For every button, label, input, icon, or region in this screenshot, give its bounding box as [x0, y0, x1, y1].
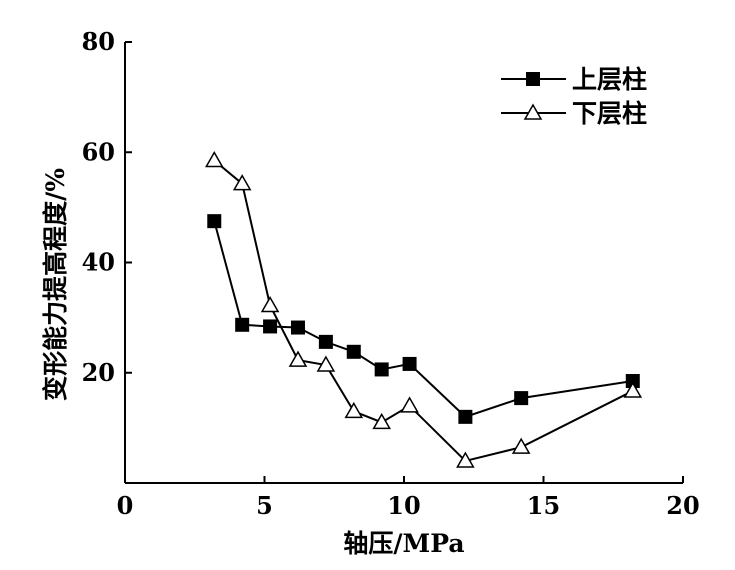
legend-label: 上层柱 — [572, 65, 647, 94]
y-tick-label: 80 — [82, 27, 115, 56]
series-1 — [207, 214, 640, 424]
legend-entry: 下层柱 — [501, 99, 647, 128]
series-2 — [204, 151, 643, 468]
data-point-square — [402, 356, 417, 371]
data-point-triangle — [623, 381, 643, 398]
y-axis-label: 变形能力提高程度/% — [41, 168, 70, 401]
y-tick-label: 20 — [82, 358, 115, 387]
y-tick-label: 60 — [82, 137, 115, 166]
data-point-triangle — [316, 355, 336, 372]
x-tick-label: 0 — [117, 491, 134, 520]
data-point-triangle — [400, 396, 419, 413]
data-point-triangle — [204, 151, 224, 168]
x-ticks: 0 5 10 15 20 — [117, 476, 700, 520]
data-point-triangle — [344, 401, 364, 419]
data-point-square — [374, 362, 389, 377]
x-tick-label: 15 — [527, 491, 560, 520]
data-point-triangle — [511, 437, 531, 454]
data-point-square — [263, 319, 278, 334]
y-ticks: 20 40 60 80 — [82, 27, 132, 387]
data-point-triangle — [523, 103, 543, 120]
y-tick-label: 40 — [82, 248, 115, 277]
data-point-square — [514, 391, 529, 406]
data-point-triangle — [260, 295, 280, 313]
data-point-square — [458, 409, 473, 424]
data-point-square — [318, 334, 333, 349]
legend-entry: 上层柱 — [501, 65, 647, 94]
data-point-square — [235, 317, 250, 332]
data-point-square — [207, 214, 222, 229]
x-tick-label: 20 — [666, 491, 699, 520]
data-point-square — [346, 344, 361, 359]
x-axis-label: 轴压/MPa — [343, 529, 464, 558]
legend-label: 下层柱 — [572, 99, 647, 128]
data-point-square — [526, 72, 540, 86]
data-point-triangle — [372, 412, 391, 430]
data-point-triangle — [232, 174, 252, 191]
x-tick-label: 5 — [256, 491, 273, 520]
data-point-triangle — [288, 350, 308, 367]
data-point-square — [290, 320, 305, 335]
series-layer — [204, 151, 643, 468]
x-tick-label: 10 — [387, 491, 420, 520]
data-point-triangle — [456, 451, 475, 468]
